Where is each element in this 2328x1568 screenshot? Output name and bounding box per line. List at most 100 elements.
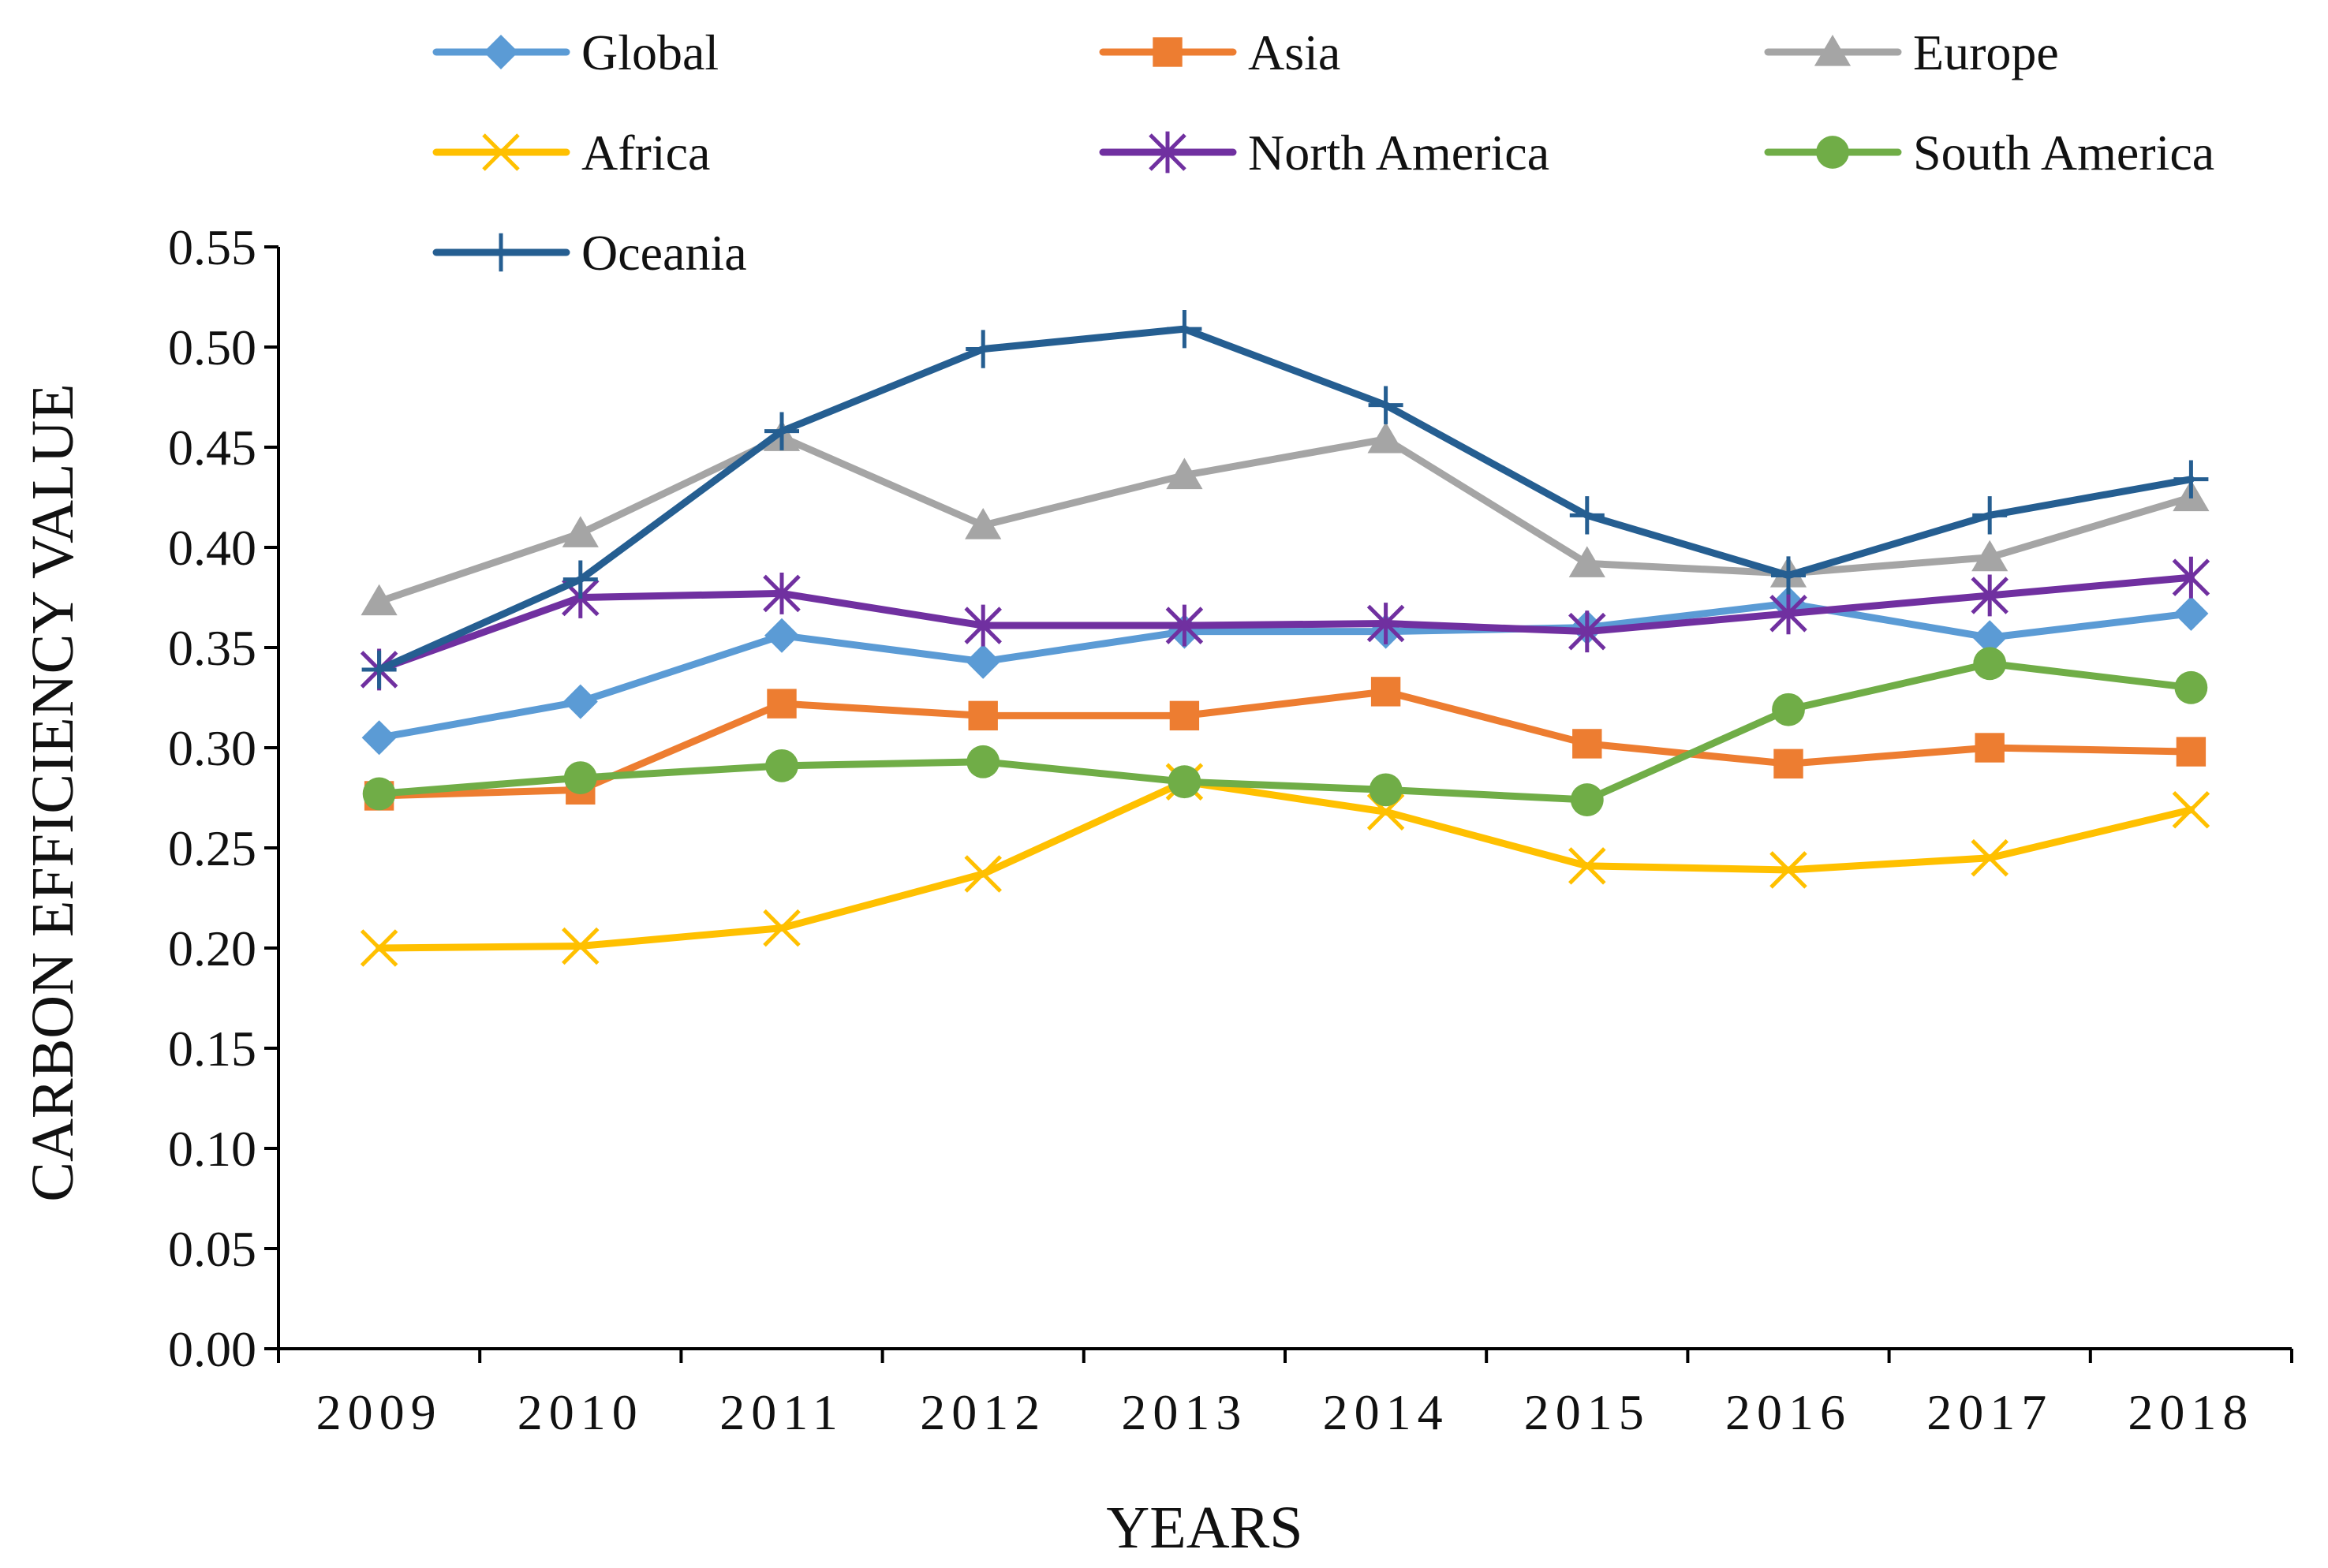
data-point-asia [1975,733,2005,763]
data-point-oceania [764,412,799,450]
data-point-oceania [1569,496,1605,535]
legend-item-oceania: Oceania [432,225,747,281]
data-point-south-america [362,777,396,811]
y-tick-label: 0.00 [168,1321,256,1377]
series-line-asia [376,688,2195,800]
data-point-africa [1971,838,2009,877]
data-point-africa [1568,847,1606,885]
data-point-north-america [763,573,801,614]
legend-label-south-america: South America [1913,125,2214,181]
data-point-global [2173,595,2209,631]
marker-stroke [763,909,801,947]
data-point-oceania [2173,460,2209,498]
legend-item-north-america: North America [1099,125,1549,181]
y-tick-label: 0.45 [168,420,256,476]
data-point-north-america [1165,604,1204,647]
series-line-south-america [376,659,2195,804]
legend-marker-global [484,35,518,69]
data-point-asia [1370,677,1401,707]
x-tick-label: 2009 [316,1384,443,1440]
data-point-north-america [1769,592,1807,635]
series-africa [360,763,2210,967]
legend-item-europe: Europe [1764,24,2059,80]
y-tick-label: 0.20 [168,920,256,976]
marker-stroke [964,855,1002,893]
data-point-asia [1773,749,1803,779]
data-point-europe [562,516,599,547]
legend-marker-asia [1153,37,1183,67]
data-point-africa [763,909,801,947]
series-line-europe [376,433,2195,606]
series-line-global [376,599,2195,741]
data-point-africa [562,927,600,965]
legend-label-europe: Europe [1913,24,2059,80]
x-tick-label: 2017 [1926,1384,2053,1440]
data-point-south-america [765,749,798,782]
data-point-oceania [966,330,1001,368]
legend-label-north-america: North America [1248,125,1549,181]
legend-marker-europe [1814,35,1852,66]
data-point-asia [968,700,998,731]
data-point-south-america [2174,670,2208,704]
data-point-oceania [1972,496,2008,535]
data-point-global [562,684,598,719]
legend-label-asia: Asia [1248,24,1340,80]
marker-stroke [1971,838,2009,877]
data-point-global [361,720,397,756]
data-point-south-america [966,745,1000,778]
data-point-asia [2176,737,2207,767]
data-point-europe [361,584,398,616]
data-point-global [764,618,799,653]
series-group [360,309,2210,967]
legend-item-south-america: South America [1764,125,2214,181]
data-point-africa [964,855,1002,893]
series-global [361,586,2209,756]
legend: Global Asia Europe Africa North America South… [432,24,2214,281]
data-point-oceania [361,650,397,689]
data-point-north-america [1971,574,2009,617]
x-tick-label: 2016 [1725,1384,1852,1440]
x-tick-label: 2015 [1524,1384,1650,1440]
series-europe [361,420,2210,616]
marker-stroke [482,133,520,171]
y-tick-label: 0.50 [168,319,256,375]
legend-marker-south-america [1816,136,1849,169]
data-point-asia [1169,700,1200,731]
marker-stroke [360,929,398,967]
series-asia [364,677,2207,811]
data-point-africa [2172,790,2210,829]
y-tick-label: 0.35 [168,620,256,676]
data-point-global [1972,620,2008,655]
data-point-europe [1568,546,1605,577]
data-point-oceania [562,560,598,599]
x-tick-label: 2011 [719,1384,844,1440]
data-point-north-america [2172,556,2210,599]
data-point-south-america [563,761,597,794]
y-tick-label: 0.55 [168,219,256,275]
marker-stroke [562,927,600,965]
legend-label-africa: Africa [581,125,710,181]
data-point-oceania [1771,556,1806,595]
data-point-europe [1971,539,2009,572]
data-point-north-america [1568,610,1606,653]
legend-marker-oceania [484,233,518,272]
y-tick-label: 0.10 [168,1121,256,1177]
x-tick-label: 2018 [2128,1384,2254,1440]
series-north-america [360,556,2210,691]
data-point-south-america [1570,783,1604,816]
data-point-south-america [1973,647,2007,681]
series-line-oceania [376,325,2195,674]
legend-item-asia: Asia [1099,24,1340,80]
marker-stroke [1769,851,1807,889]
series-line-africa [376,778,2195,952]
marker-stroke [1568,847,1606,885]
marker-stroke [2172,790,2210,829]
data-point-asia [1572,729,1602,759]
x-tick-label: 2010 [518,1384,644,1440]
data-point-north-america [964,604,1002,647]
axes: 0.00 0.05 0.10 0.15 0.20 0.25 0.30 0.35 0.40 0.45… [168,219,2293,1440]
data-point-north-america [1366,603,1405,644]
data-point-global [966,644,1001,679]
data-point-oceania [1167,309,1202,349]
